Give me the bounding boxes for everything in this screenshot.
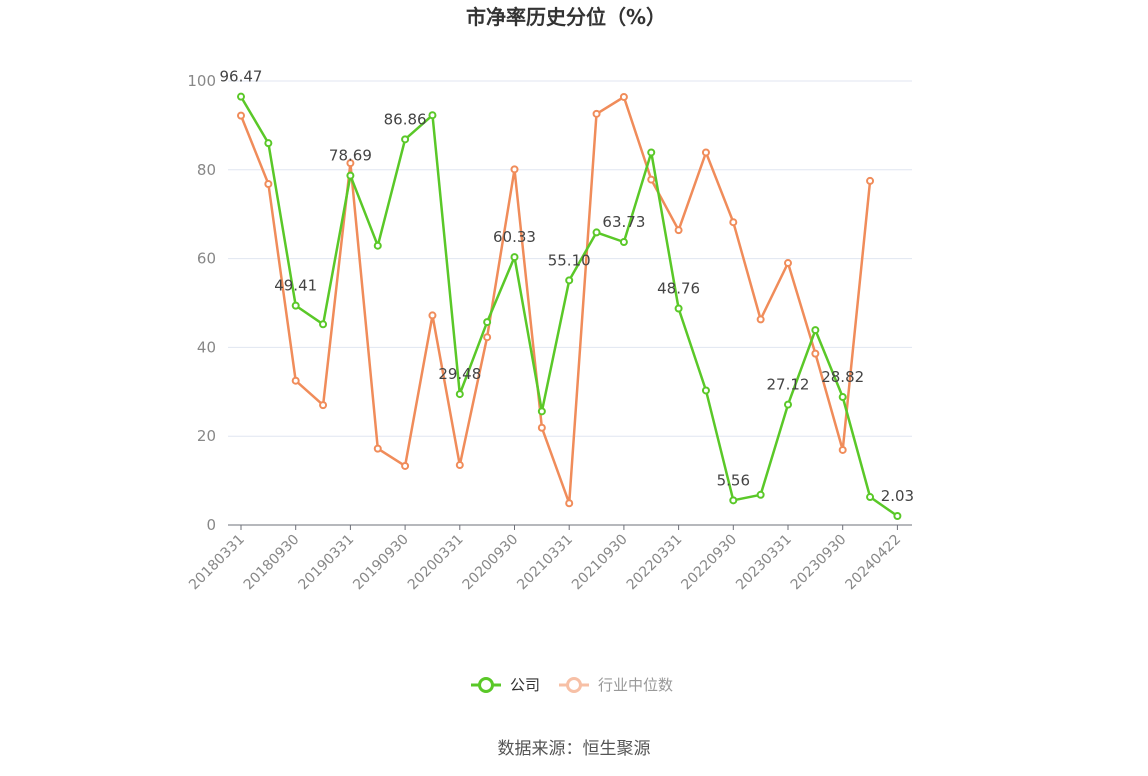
data-point[interactable] — [237, 111, 245, 120]
data-point[interactable] — [674, 226, 683, 235]
data-point[interactable] — [592, 109, 601, 118]
data-point[interactable] — [373, 444, 382, 453]
x-tick-label: 20210331 — [514, 532, 576, 594]
data-point[interactable] — [455, 461, 464, 470]
data-point[interactable] — [838, 445, 847, 454]
data-point[interactable] — [866, 493, 875, 502]
source-text: 数据来源：恒生聚源 — [498, 739, 651, 759]
data-point[interactable] — [291, 376, 300, 385]
data-point[interactable] — [647, 148, 656, 157]
data-point[interactable] — [537, 423, 546, 432]
x-tick-label: 20190930 — [350, 532, 412, 594]
x-tick-label: 20200331 — [405, 532, 467, 594]
data-point[interactable] — [866, 176, 875, 185]
data-point[interactable] — [401, 135, 410, 144]
data-point[interactable] — [811, 349, 820, 358]
data-point[interactable] — [510, 165, 519, 174]
data-label: 29.48 — [438, 365, 481, 383]
data-point[interactable] — [483, 333, 492, 342]
data-point[interactable] — [483, 318, 492, 327]
data-point[interactable] — [756, 490, 765, 499]
data-point[interactable] — [701, 386, 710, 395]
data-point[interactable] — [647, 175, 656, 184]
x-tick-label: 20190331 — [296, 532, 358, 594]
data-point[interactable] — [264, 139, 273, 148]
data-labels: 96.47 49.41 78.69 86.86 29.48 60.33 55.10 63.73… — [220, 68, 915, 505]
data-point[interactable] — [401, 461, 410, 470]
data-label: 63.73 — [602, 213, 645, 231]
data-point[interactable] — [729, 218, 738, 227]
y-tick-label: 100 — [187, 72, 216, 90]
data-label: 28.82 — [821, 368, 864, 386]
data-point[interactable] — [264, 180, 273, 189]
x-axis: 2018033120180930201903312019093020200331… — [186, 525, 904, 593]
x-tick-label: 20220331 — [624, 532, 686, 594]
y-tick-label: 20 — [197, 427, 216, 445]
data-point[interactable] — [565, 276, 574, 285]
data-label: 5.56 — [717, 471, 750, 489]
x-tick-label: 20220930 — [678, 532, 740, 594]
data-point[interactable] — [319, 401, 328, 410]
data-point[interactable] — [674, 304, 683, 313]
data-point[interactable] — [756, 315, 765, 324]
data-label: 48.76 — [657, 280, 700, 298]
y-tick-label: 60 — [197, 250, 216, 268]
data-label: 78.69 — [329, 147, 372, 165]
chart-title: 市净率历史分位（%） — [466, 5, 666, 29]
data-label: 49.41 — [274, 277, 317, 295]
legend-company-marker — [478, 677, 494, 693]
y-tick-label: 80 — [197, 161, 216, 179]
data-label: 96.47 — [220, 68, 263, 86]
series — [237, 92, 902, 520]
y-tick-label: 40 — [197, 338, 216, 356]
data-point[interactable] — [346, 171, 355, 180]
data-point[interactable] — [729, 496, 738, 505]
data-point[interactable] — [592, 228, 601, 237]
data-point[interactable] — [237, 92, 245, 101]
data-point[interactable] — [510, 253, 519, 262]
data-point[interactable] — [373, 241, 382, 250]
data-point[interactable] — [428, 311, 437, 320]
data-point[interactable] — [838, 393, 847, 402]
data-point[interactable] — [537, 407, 546, 416]
legend-item-industry-median[interactable]: 行业中位数 — [559, 676, 673, 694]
data-label: 2.03 — [881, 487, 914, 505]
x-tick-label: 20180331 — [186, 532, 248, 594]
x-tick-label: 20230930 — [788, 532, 850, 594]
data-point[interactable] — [784, 400, 792, 409]
data-label: 27.12 — [767, 376, 810, 394]
y-axis: 0 20 40 60 80 100 — [187, 72, 216, 534]
legend: 公司 行业中位数 — [471, 676, 673, 694]
legend-company-label: 公司 — [510, 676, 540, 694]
data-label: 86.86 — [384, 110, 427, 128]
data-label: 55.10 — [548, 251, 591, 269]
data-label: 60.33 — [493, 228, 536, 246]
data-point[interactable] — [701, 148, 710, 157]
legend-item-company[interactable]: 公司 — [471, 676, 540, 694]
data-point[interactable] — [291, 301, 300, 310]
x-tick-label: 20210930 — [569, 532, 631, 594]
data-point[interactable] — [811, 326, 820, 335]
data-point[interactable] — [346, 159, 355, 168]
x-tick-label: 20180930 — [241, 532, 303, 594]
x-tick-label: 20200930 — [460, 532, 522, 594]
data-point[interactable] — [319, 320, 328, 329]
data-point[interactable] — [428, 111, 437, 120]
legend-industry-label: 行业中位数 — [598, 676, 673, 694]
data-point[interactable] — [565, 499, 574, 508]
data-point[interactable] — [619, 92, 628, 101]
data-point[interactable] — [893, 511, 902, 520]
legend-industry-marker — [566, 677, 582, 693]
x-tick-label: 20240422 — [843, 532, 905, 594]
data-point[interactable] — [784, 259, 792, 268]
grid — [228, 80, 912, 437]
data-point[interactable] — [619, 238, 628, 247]
data-point[interactable] — [455, 390, 464, 399]
x-tick-label: 20230331 — [733, 532, 795, 594]
y-tick-label: 0 — [206, 516, 216, 534]
series-company — [237, 92, 902, 520]
